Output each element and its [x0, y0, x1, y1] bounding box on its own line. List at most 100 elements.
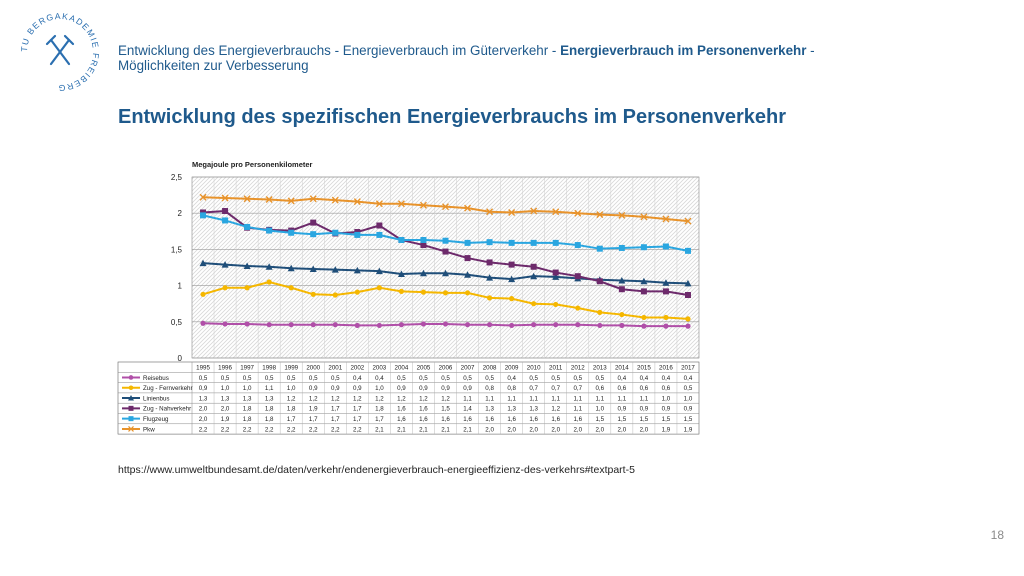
data-point	[618, 277, 626, 284]
x-tick-label: 2016	[659, 365, 673, 372]
table-cell: 1,7	[331, 406, 340, 413]
table-cell: 1,6	[551, 416, 560, 423]
data-point	[464, 255, 471, 262]
data-point	[685, 323, 691, 329]
data-point	[464, 239, 471, 246]
data-point	[596, 245, 603, 252]
table-cell: 1,3	[243, 395, 252, 402]
data-point	[222, 285, 228, 291]
table-cell: 0,6	[618, 385, 627, 392]
table-cell: 1,1	[573, 406, 582, 413]
data-point	[222, 208, 229, 215]
table-cell: 0,9	[397, 385, 406, 392]
table-cell: 1,0	[595, 406, 604, 413]
table-frame	[117, 361, 700, 435]
data-point	[310, 322, 316, 328]
source-link[interactable]: https://www.umweltbundesamt.de/daten/ver…	[118, 464, 635, 476]
table-cell: 0,4	[684, 375, 693, 382]
table-cell: 1,0	[684, 395, 693, 402]
table-cell: 0,5	[551, 375, 560, 382]
table-cell: 1,0	[662, 395, 671, 402]
data-point	[486, 259, 493, 266]
table-cell: 1,7	[309, 416, 318, 423]
table-cell: 1,6	[419, 406, 428, 413]
table-cell: 0,5	[595, 375, 604, 382]
table-cell: 0,5	[265, 375, 274, 382]
table-cell: 1,1	[265, 385, 274, 392]
table-cell: 1,3	[199, 395, 208, 402]
table-cell: 1,6	[529, 416, 538, 423]
table-cell: 1,8	[265, 406, 274, 413]
data-point	[309, 195, 317, 203]
data-table: 1995 1996 1997 1998 1999 2000 2001 2002 2003 2004…	[117, 361, 700, 435]
data-point	[442, 321, 449, 327]
table-cell: 1,3	[529, 406, 538, 413]
table-cell: 1,3	[221, 395, 230, 402]
table-cell: 1,1	[618, 395, 627, 402]
table-cell: 0,5	[287, 375, 296, 382]
data-point	[531, 301, 537, 307]
table-cell: 1,8	[265, 416, 274, 423]
table-cell: 2,0	[573, 426, 582, 433]
data-point	[508, 239, 515, 246]
data-point	[354, 289, 360, 295]
table-cell: 2,1	[375, 426, 384, 433]
table-cell: 1,5	[618, 416, 627, 423]
data-point	[354, 231, 361, 238]
data-point	[420, 289, 427, 295]
table-cell: 0,4	[662, 375, 671, 382]
table-cell: 2,2	[199, 426, 208, 433]
data-point	[200, 291, 206, 297]
data-point	[575, 322, 581, 328]
data-point	[376, 322, 382, 329]
data-point	[288, 229, 295, 236]
legend-marker	[128, 405, 134, 411]
table-cell: 0,9	[684, 406, 693, 413]
data-point	[222, 217, 229, 224]
data-point	[199, 193, 207, 201]
data-point	[353, 266, 361, 274]
table-cell: 1,9	[662, 426, 671, 433]
table-cell: 0,5	[309, 375, 318, 382]
table-cell: 1,7	[331, 416, 340, 423]
table-cell: 2,2	[265, 426, 274, 433]
x-tick-label: 2012	[571, 365, 585, 372]
data-point	[552, 269, 559, 276]
data-point	[331, 266, 339, 273]
data-point	[442, 269, 449, 277]
table-cell: 2,2	[331, 426, 340, 433]
table-cell: 1,6	[573, 416, 582, 423]
data-point	[310, 219, 317, 226]
x-tick-label: 1996	[218, 365, 232, 372]
data-point	[552, 239, 559, 246]
table-cell: 0,5	[485, 375, 494, 382]
table-cell: 0,9	[331, 385, 340, 392]
data-point	[684, 292, 691, 299]
breadcrumb-active: Energieverbrauch im Personenverkehr	[560, 43, 807, 58]
table-cell: 1,1	[507, 395, 516, 402]
data-point	[574, 273, 581, 280]
data-point	[662, 288, 669, 295]
data-point	[508, 208, 516, 216]
data-point	[243, 262, 251, 270]
data-point	[200, 320, 206, 326]
x-tick-label: 2003	[372, 365, 386, 372]
table-cell: 1,2	[397, 395, 406, 402]
table-cell: 0,8	[485, 385, 494, 392]
data-point	[310, 291, 316, 297]
x-tick-label: 2000	[306, 365, 320, 372]
table-cell: 0,5	[529, 375, 538, 382]
legend-label: Reisebus	[143, 375, 169, 382]
data-point	[618, 286, 625, 293]
data-point	[596, 211, 604, 219]
table-cell: 1,9	[309, 406, 318, 413]
energy-chart: Megajoule pro Personenkilometer 0 0,5 1 1,5…	[116, 155, 702, 442]
table-cell: 2,2	[309, 426, 318, 433]
data-point	[310, 231, 317, 238]
data-point	[200, 212, 207, 219]
table-cell: 2,0	[199, 406, 208, 413]
table-cell: 0,4	[353, 375, 362, 382]
table-cell: 0,7	[529, 385, 538, 392]
table-cell: 1,3	[485, 406, 494, 413]
data-point	[287, 197, 295, 205]
